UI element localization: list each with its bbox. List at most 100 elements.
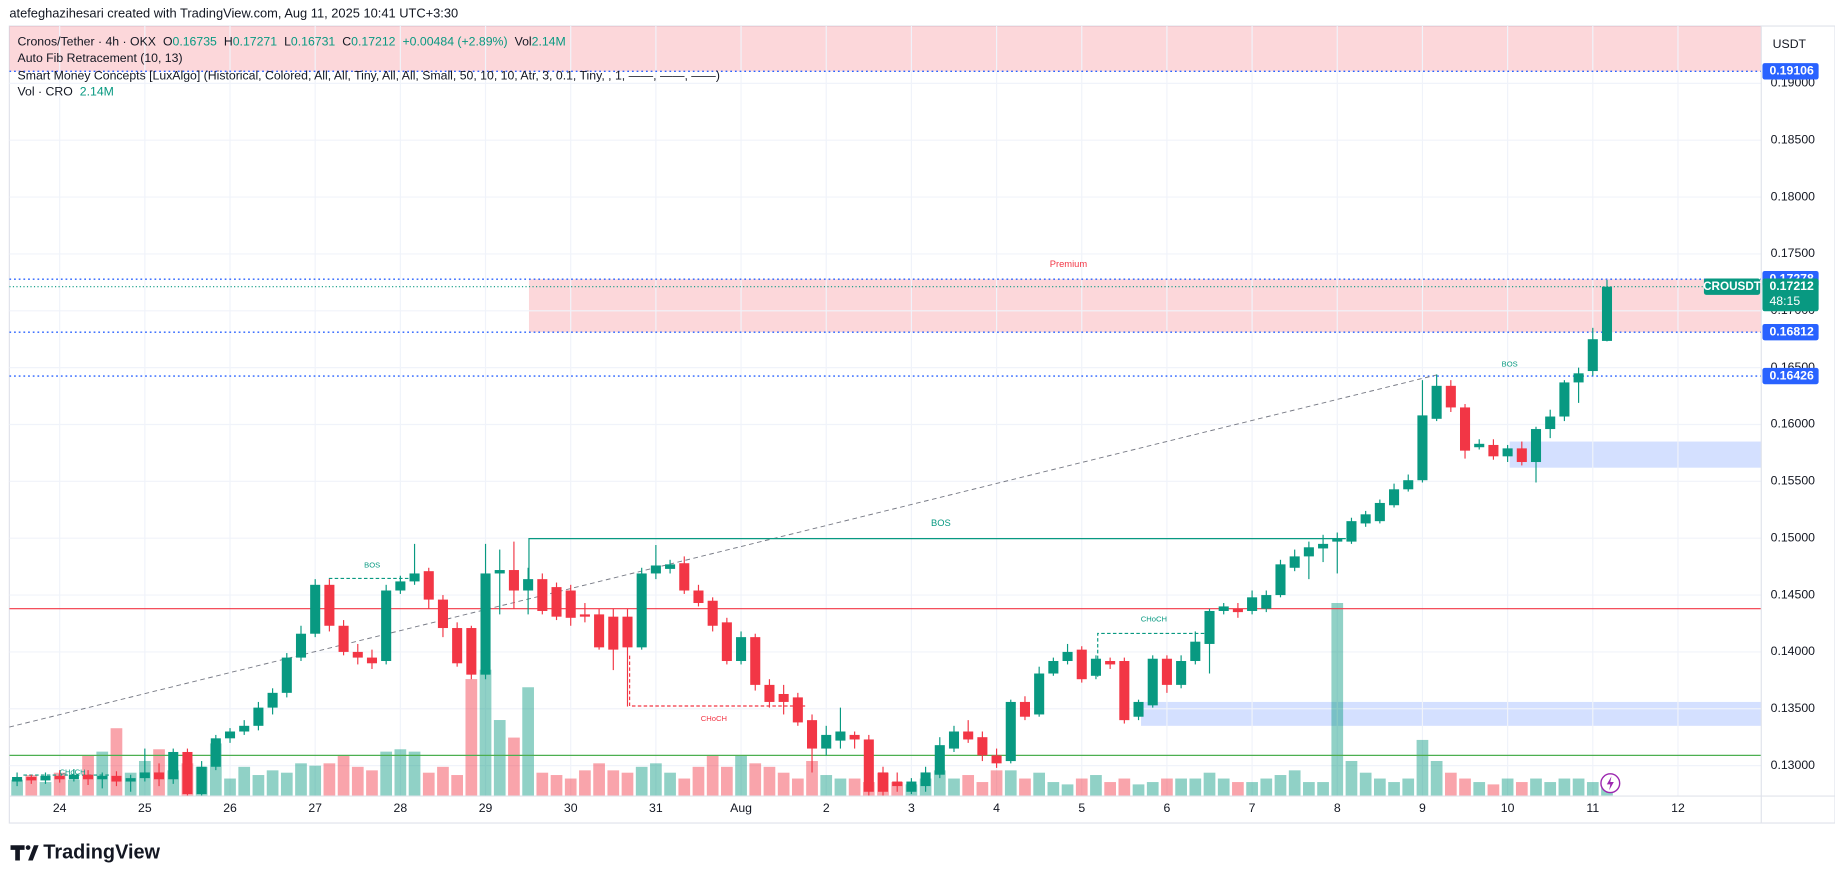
candle-body [324, 584, 335, 626]
candle-body [381, 590, 392, 662]
candle-body [1232, 608, 1243, 613]
volume-bar [1189, 778, 1202, 797]
zone [1141, 701, 1762, 726]
volume-bar [593, 763, 605, 797]
volume-bar [1359, 772, 1372, 797]
candle-body [352, 651, 363, 658]
alert-bolt [1606, 776, 1614, 791]
frame [8, 25, 1835, 824]
candle-body [1516, 448, 1527, 463]
volume-bar [976, 782, 989, 797]
x-tick-label: 27 [308, 801, 322, 815]
candle-body [423, 571, 434, 600]
zones [9, 26, 1762, 726]
volume-bar [1572, 778, 1585, 797]
volume-bar [295, 763, 307, 797]
candle-body [1105, 661, 1116, 665]
candle-body [409, 573, 420, 582]
price-tag [1762, 367, 1819, 385]
volume-bar [735, 755, 747, 797]
volume-bar [1146, 782, 1159, 797]
x-tick-label: 4 [993, 801, 1000, 815]
x-tick-label: 29 [479, 801, 493, 815]
candle-body [877, 772, 889, 792]
zone [528, 279, 1762, 333]
x-tick-label: 3 [908, 801, 915, 815]
volume-bar [1246, 782, 1258, 797]
volume-bar [493, 720, 506, 797]
candle-body [707, 600, 718, 626]
candle-body [1090, 658, 1101, 676]
candle-body [1474, 443, 1485, 448]
volume-bar [1203, 772, 1216, 797]
candle-body [1119, 661, 1130, 721]
x-tick-label: 30 [564, 801, 578, 815]
volume-bar [820, 775, 833, 797]
candle-body [1034, 673, 1045, 715]
candle-body [1545, 416, 1556, 430]
y-tick-label: 0.16000 [1771, 417, 1816, 431]
candle-body [1275, 564, 1286, 596]
volume-bar [68, 779, 80, 797]
volume-bar [1175, 778, 1187, 797]
candle-body [807, 720, 818, 749]
volume-bar [394, 749, 407, 797]
candle-body [523, 579, 534, 591]
volume-bar [39, 782, 52, 797]
volume-bar [1530, 778, 1542, 797]
o-label: O [163, 35, 173, 49]
candle-body [26, 776, 37, 781]
volume-bar [351, 766, 364, 797]
volume-bar [1217, 778, 1230, 797]
volume-bar [280, 772, 293, 797]
candle-body [395, 581, 406, 591]
candle-body [281, 657, 292, 693]
volume-bar [621, 772, 634, 797]
volume-bar [1544, 782, 1557, 797]
volume-bar [749, 763, 762, 797]
candle-body [778, 693, 789, 702]
countdown: 48:15 [1769, 294, 1800, 308]
candle-body [636, 573, 647, 648]
volume-bar [1459, 778, 1471, 797]
volume-bar [337, 755, 350, 797]
candle-body [196, 766, 207, 795]
logo-dot [25, 845, 31, 850]
candle-body [537, 579, 548, 611]
candle-body [139, 772, 150, 779]
volume-bar [1132, 784, 1145, 797]
volume-bar [635, 766, 648, 797]
volume-bar [1075, 778, 1088, 797]
indicator: Smart Money Concepts [LuxAlgo] (Historic… [18, 69, 720, 83]
volume-bar [1161, 778, 1173, 797]
y-tick-label: 0.14500 [1771, 587, 1816, 601]
candle-body [1247, 597, 1258, 611]
annotation: CHoCH [1141, 614, 1167, 623]
candle-body [1190, 641, 1201, 662]
price-tag-label: 0.19106 [1769, 64, 1814, 78]
annotation: CHoCH [59, 768, 85, 777]
candle-body [267, 692, 278, 708]
volume-bar [11, 779, 23, 797]
volume-bar [451, 775, 463, 797]
volume-bar [110, 728, 123, 797]
candle-body [494, 570, 505, 574]
candle-body [68, 774, 79, 780]
x-tick-label: 7 [1249, 801, 1256, 815]
candle-body [1573, 373, 1584, 383]
candle-body [1502, 448, 1513, 457]
volume-bar [465, 679, 478, 797]
candle-body [622, 616, 633, 648]
candle-body [182, 751, 193, 795]
volume-bar [1047, 782, 1060, 797]
o-value: 0.16735 [173, 35, 218, 49]
candle-body [1218, 606, 1229, 611]
volume-bar [650, 763, 662, 797]
zone [1509, 441, 1762, 468]
volume-bar [1586, 782, 1599, 797]
candle-body [466, 628, 477, 675]
candle-body [608, 616, 619, 650]
volume-bar [1118, 778, 1131, 797]
attribution: atefeghazihesari created with TradingVie… [9, 6, 458, 21]
candle-body [1303, 547, 1314, 557]
